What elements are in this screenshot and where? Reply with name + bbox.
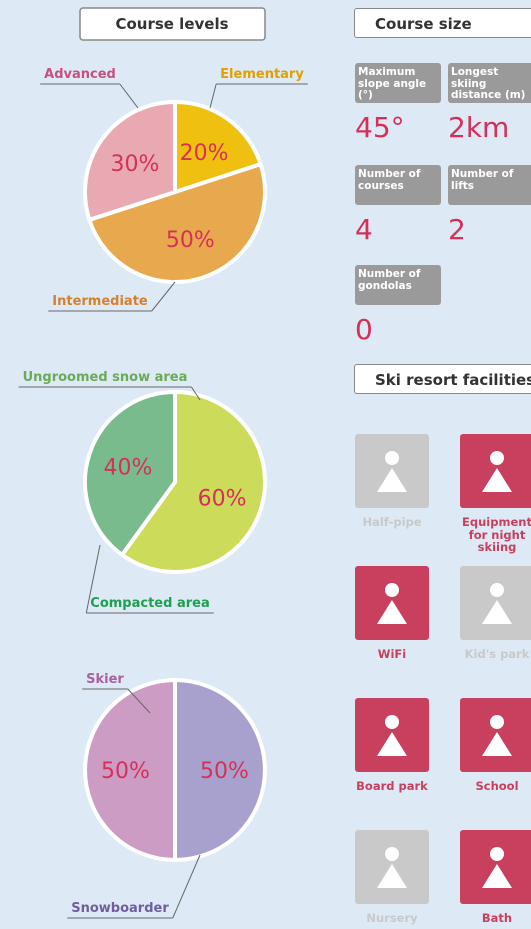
leader-line bbox=[210, 84, 216, 108]
icon-glyph bbox=[355, 566, 429, 640]
stat: Number of courses 4 bbox=[355, 165, 441, 246]
value-label: 50% bbox=[166, 228, 215, 253]
stat: Maximum slope angle (°) 45° bbox=[355, 63, 441, 144]
facility-label: Nursery bbox=[355, 912, 429, 925]
facility-icon bbox=[460, 434, 531, 508]
facility: Equipment for night skiing bbox=[460, 434, 531, 554]
value-label: 40% bbox=[103, 456, 152, 481]
facility-icon bbox=[355, 566, 429, 640]
facility: WiFi bbox=[355, 566, 455, 661]
category-label: Compacted area bbox=[90, 596, 209, 611]
facility-icon bbox=[460, 566, 531, 640]
facility-icon bbox=[460, 698, 531, 772]
stat: Number of gondolas 0 bbox=[355, 265, 441, 346]
stat-value: 0 bbox=[355, 313, 441, 346]
icon-glyph bbox=[355, 830, 429, 904]
stat-value: 2 bbox=[448, 213, 531, 246]
leader-line bbox=[173, 855, 200, 918]
stat-value: 4 bbox=[355, 213, 441, 246]
category-label: Ungroomed snow area bbox=[23, 370, 188, 385]
stat-label: Number of gondolas bbox=[355, 265, 441, 305]
facility-label: Equipment for night skiing bbox=[460, 516, 531, 554]
facility-label: Board park bbox=[355, 780, 429, 793]
facility: Bath bbox=[460, 830, 531, 925]
pie-column: Course levels 20% Elementary 50% Intermedia… bbox=[0, 0, 352, 929]
facility-icon bbox=[355, 698, 429, 772]
value-label: 60% bbox=[198, 486, 247, 511]
stat-label: Number of lifts bbox=[448, 165, 531, 205]
value-label: 20% bbox=[180, 141, 229, 166]
course-info: Course size Maximum slope angle (°) 45°Lo… bbox=[352, 0, 531, 929]
facility-icon bbox=[355, 830, 429, 904]
icon-glyph bbox=[460, 434, 531, 508]
icon-glyph bbox=[355, 434, 429, 508]
stat: Longest skiing distance (m) 2km bbox=[448, 63, 531, 144]
category-label: Elementary bbox=[220, 67, 304, 82]
facility-label: Bath bbox=[460, 912, 531, 925]
facility: Board park bbox=[355, 698, 455, 793]
stat-label: Maximum slope angle (°) bbox=[355, 63, 441, 103]
stat-value: 45° bbox=[355, 111, 441, 144]
stat-label: Number of courses bbox=[355, 165, 441, 205]
facility: Nursery bbox=[355, 830, 455, 925]
facility-label: WiFi bbox=[355, 648, 429, 661]
leader-line bbox=[120, 84, 138, 108]
category-label: Skier bbox=[86, 672, 124, 687]
facility: Half-pipe bbox=[355, 434, 455, 529]
icon-glyph bbox=[460, 830, 531, 904]
value-label: 50% bbox=[200, 759, 249, 784]
value-label: 30% bbox=[111, 152, 160, 177]
chart-title: Course levels bbox=[115, 15, 228, 33]
facility-icon bbox=[460, 830, 531, 904]
section-title: Course size bbox=[354, 8, 531, 38]
section-title: Ski resort facilities bbox=[354, 364, 531, 394]
value-label: 50% bbox=[101, 759, 150, 784]
icon-glyph bbox=[355, 698, 429, 772]
icon-glyph bbox=[460, 698, 531, 772]
category-label: Intermediate bbox=[52, 294, 148, 309]
leader-line bbox=[152, 282, 175, 311]
facility: School bbox=[460, 698, 531, 793]
category-label: Advanced bbox=[44, 67, 116, 82]
facility-label: Half-pipe bbox=[355, 516, 429, 529]
stat: Number of lifts 2 bbox=[448, 165, 531, 246]
facility-icon bbox=[355, 434, 429, 508]
stat-value: 2km bbox=[448, 111, 531, 144]
icon-glyph bbox=[460, 566, 531, 640]
category-label: Snowboarder bbox=[71, 901, 169, 916]
facility: Kid's park bbox=[460, 566, 531, 661]
facility-label: Kid's park bbox=[460, 648, 531, 661]
page: {"chart_data": [ {"type": "pie", "title"… bbox=[0, 0, 531, 929]
facility-label: School bbox=[460, 780, 531, 793]
stat-label: Longest skiing distance (m) bbox=[448, 63, 531, 103]
